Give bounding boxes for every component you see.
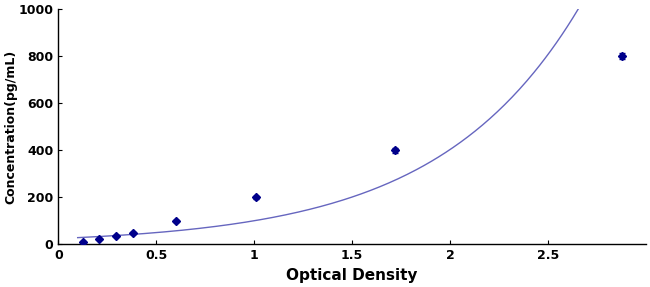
X-axis label: Optical Density: Optical Density	[287, 268, 418, 283]
Y-axis label: Concentration(pg/mL): Concentration(pg/mL)	[4, 50, 17, 204]
